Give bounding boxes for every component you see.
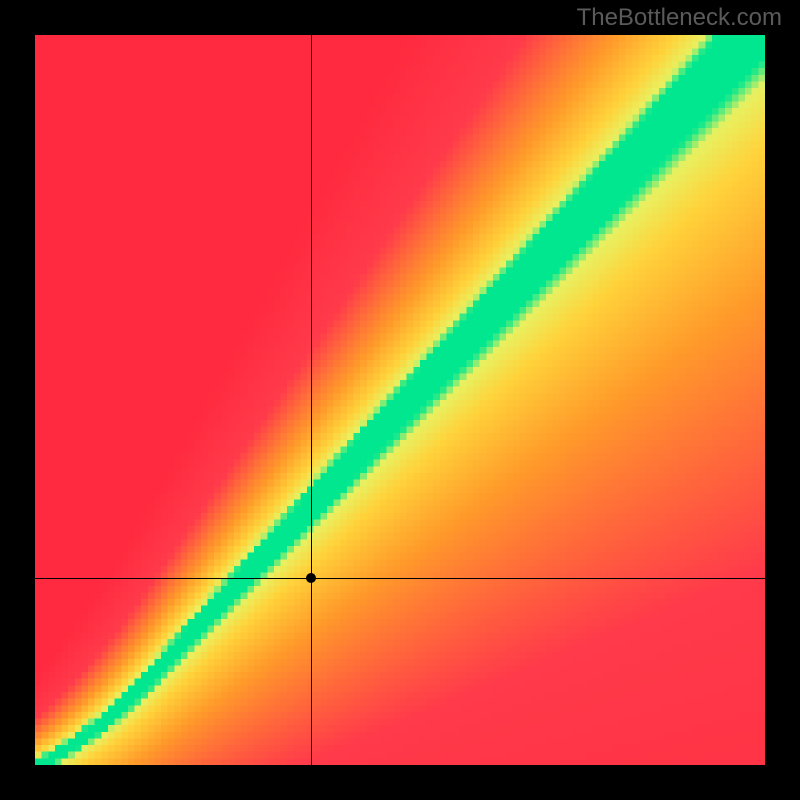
chart-container: TheBottleneck.com [0, 0, 800, 800]
watermark-text: TheBottleneck.com [577, 4, 782, 32]
crosshair-horizontal [35, 578, 765, 579]
heatmap-canvas [35, 35, 765, 765]
plot-area [35, 35, 765, 765]
crosshair-marker [306, 573, 316, 583]
crosshair-vertical [311, 35, 312, 765]
